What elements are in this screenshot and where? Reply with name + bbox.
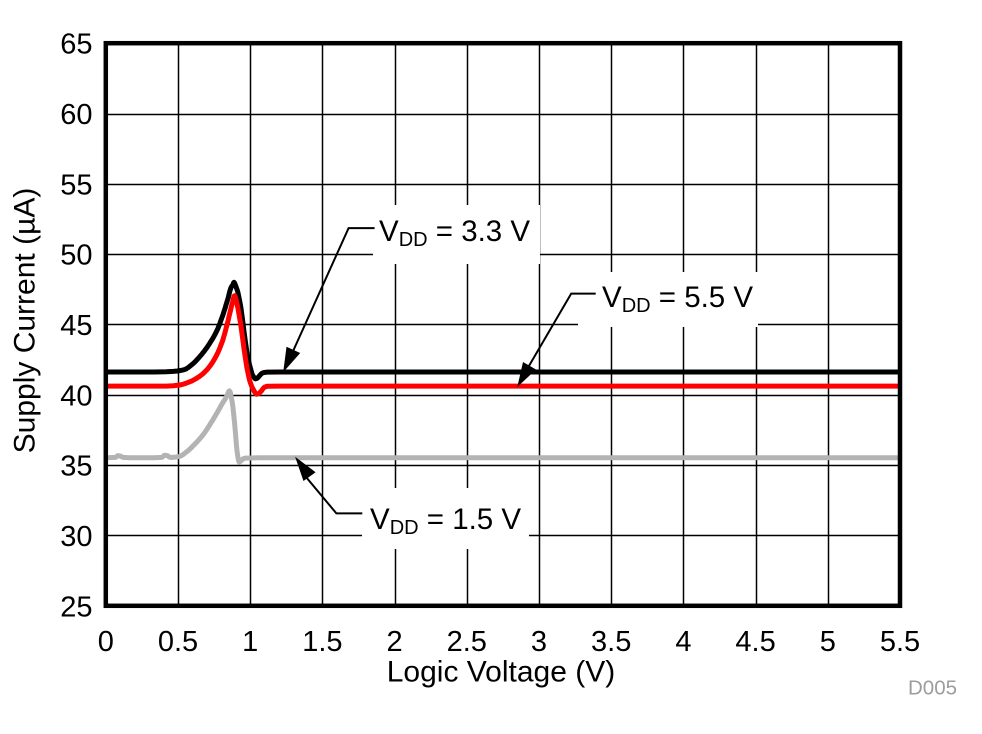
svg-text:60: 60 (60, 99, 92, 131)
svg-text:50: 50 (60, 240, 92, 272)
svg-text:1.5: 1.5 (302, 626, 342, 658)
svg-text:65: 65 (60, 29, 92, 61)
svg-text:25: 25 (60, 591, 92, 623)
svg-text:1: 1 (242, 626, 258, 658)
svg-text:0.5: 0.5 (158, 626, 198, 658)
svg-text:4.5: 4.5 (735, 626, 775, 658)
svg-text:D005: D005 (908, 677, 957, 700)
svg-text:0: 0 (98, 626, 114, 658)
svg-text:5: 5 (820, 626, 836, 658)
svg-text:Supply Current (µA): Supply Current (µA) (9, 188, 42, 454)
svg-text:30: 30 (60, 521, 92, 553)
svg-text:3.5: 3.5 (591, 626, 631, 658)
svg-text:Logic Voltage (V): Logic Voltage (V) (387, 656, 615, 689)
svg-text:35: 35 (60, 451, 92, 483)
svg-text:4: 4 (675, 626, 691, 658)
svg-text:45: 45 (60, 310, 92, 342)
svg-text:2.5: 2.5 (447, 626, 487, 658)
svg-text:55: 55 (60, 169, 92, 201)
svg-text:5.5: 5.5 (880, 626, 920, 658)
svg-text:40: 40 (60, 380, 92, 412)
svg-text:3: 3 (531, 626, 547, 658)
svg-text:2: 2 (387, 626, 403, 658)
